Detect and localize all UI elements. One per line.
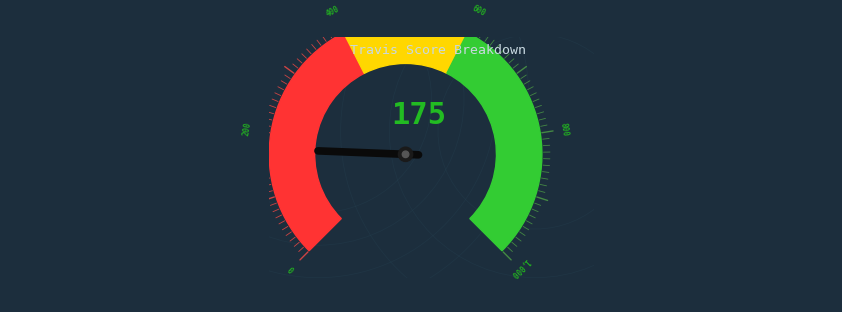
Text: 800: 800 [559, 122, 570, 137]
Text: Travis Score Breakdown: Travis Score Breakdown [350, 44, 526, 57]
Wedge shape [447, 33, 542, 251]
Text: 1,000: 1,000 [508, 256, 530, 279]
Circle shape [402, 151, 409, 158]
Wedge shape [344, 18, 467, 73]
Text: 0: 0 [287, 263, 296, 273]
Text: 600: 600 [471, 4, 487, 18]
Circle shape [398, 147, 413, 161]
Wedge shape [269, 33, 365, 251]
Text: 175: 175 [391, 101, 446, 130]
Text: 200: 200 [242, 122, 253, 137]
Text: 400: 400 [324, 4, 341, 18]
